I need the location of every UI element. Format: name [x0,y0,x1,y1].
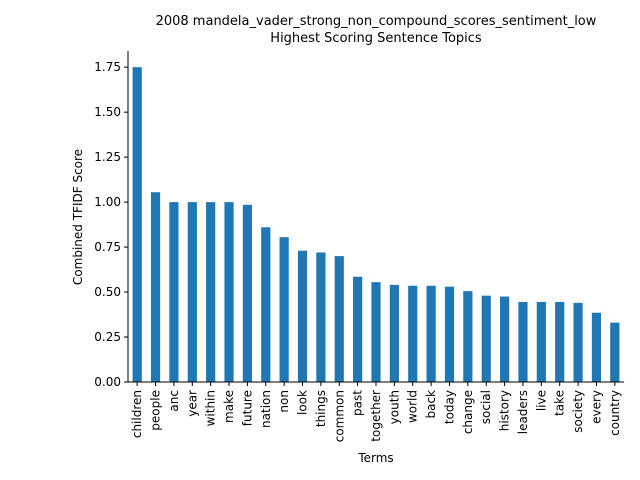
bar-social [481,295,491,382]
x-tick-label: nation [259,390,273,428]
x-tick-label: youth [387,390,401,424]
x-tick-label: non [277,390,291,413]
x-tick-label: leaders [516,390,530,434]
bar-take [555,301,565,382]
x-tick-label: every [589,390,603,424]
y-tick-label: 1.75 [94,60,121,74]
x-tick-label: past [351,390,365,416]
x-tick-label: together [369,390,383,442]
chart-title-line2: Highest Scoring Sentence Topics [270,31,482,46]
chart-title-line1: 2008 mandela_vader_strong_non_compound_s… [156,14,597,29]
x-axis-label: Terms [357,451,393,465]
x-tick-label: back [424,390,438,419]
x-tick-label: within [204,390,218,426]
x-tick-label: things [314,390,328,427]
x-tick-label: live [534,390,548,411]
bar-anc [169,202,179,382]
bar-leaders [518,301,528,382]
x-tick-label: children [130,390,144,438]
bar-together [371,282,381,382]
x-tick-label: social [479,390,493,424]
y-tick-label: 0.00 [94,375,121,389]
bar-live [536,301,546,382]
x-tick-label: look [296,390,310,415]
y-axis-label: Combined TFIDF Score [71,149,85,285]
x-tick-label: future [240,390,254,426]
y-tick-label: 1.00 [94,195,121,209]
bar-future [242,204,252,382]
x-tick-label: society [571,390,585,433]
bar-history [500,296,510,382]
bar-look [297,250,308,382]
bar-things [316,252,326,382]
bar-nation [261,227,271,382]
x-tick-label: take [553,390,567,416]
bar-country [610,322,620,382]
bar-non [279,237,289,382]
bar-children [132,67,142,382]
x-tick-label: history [498,390,512,431]
x-tick-label: people [149,390,163,431]
x-tick-label: anc [167,390,181,412]
bar-youth [389,284,399,382]
y-tick-label: 0.50 [94,285,121,299]
x-tick-label: world [406,390,420,423]
y-tick-label: 1.25 [94,150,121,164]
bar-back [426,285,436,382]
bar-within [206,202,216,382]
bar-make [224,202,234,382]
y-tick-label: 0.75 [94,240,121,254]
y-axis: 0.00 0.25 0.50 0.75 1.00 1.25 1.50 1.75 [94,60,128,389]
x-tick-label: change [461,390,475,434]
x-tick-label: make [222,390,236,423]
bar-today [444,286,455,382]
y-tick-label: 1.50 [94,105,121,119]
x-tick-label: year [185,390,199,417]
bar-past [353,276,363,382]
bar-year [187,202,197,382]
x-axis: children people anc year within make future nat… [130,382,622,442]
bar-every [591,312,602,382]
x-tick-label: country [608,390,622,436]
bar-change [463,291,473,382]
bar-world [408,285,418,382]
x-tick-label: today [442,390,456,424]
bar-group [132,67,620,382]
bar-people [150,192,161,382]
bar-society [573,302,583,382]
y-tick-label: 0.25 [94,330,121,344]
bar-common [334,256,344,382]
x-tick-label: common [332,390,346,442]
